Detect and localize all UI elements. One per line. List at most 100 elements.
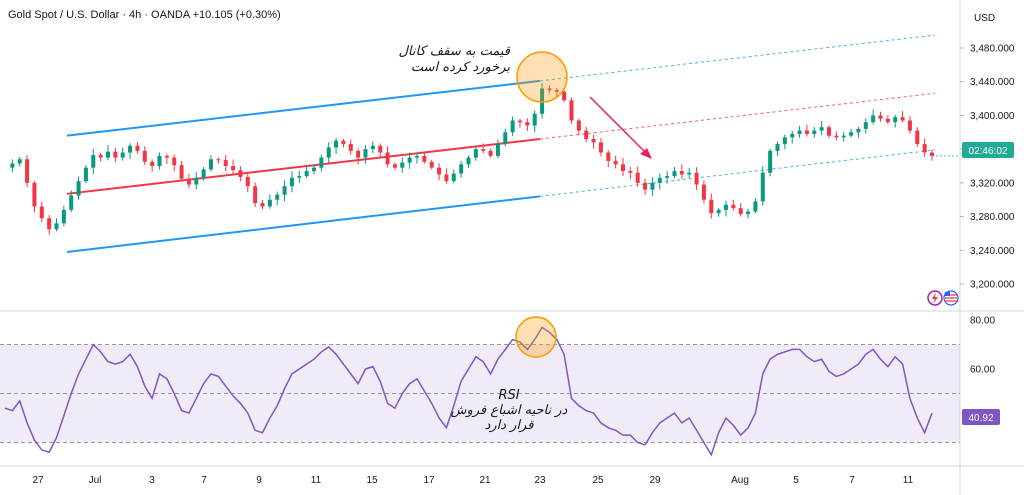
candle-body <box>142 150 147 162</box>
candle-body <box>120 152 125 158</box>
candle-body <box>775 144 780 151</box>
candle-body <box>863 122 868 129</box>
candle-body <box>363 149 368 158</box>
time-tick-label: 25 <box>592 475 604 486</box>
candle-body <box>356 150 361 158</box>
price-tick-label: 3,200.000 <box>970 280 1015 291</box>
candle-body <box>39 206 44 219</box>
candle-body <box>113 151 118 158</box>
candle-body <box>841 135 846 138</box>
candle-body <box>253 186 258 204</box>
candle-body <box>231 166 236 171</box>
candle-body <box>61 209 66 224</box>
candle-body <box>348 144 353 151</box>
candle-body <box>643 182 648 190</box>
candle-body <box>613 160 618 165</box>
candle-body <box>760 172 765 202</box>
candle-body <box>562 91 567 101</box>
candle-body <box>834 135 839 138</box>
candle-body <box>91 155 96 168</box>
candle-body <box>150 161 155 166</box>
price-tick-label: 3,280.000 <box>970 212 1015 223</box>
channel-middle-line-extension <box>539 92 936 140</box>
candle-body <box>459 164 464 174</box>
candle-body <box>17 159 22 164</box>
price-channel <box>66 34 936 253</box>
rsi-value-badge: 40.92 <box>968 413 993 424</box>
candle-body <box>768 150 773 173</box>
candle-body <box>326 147 331 158</box>
time-tick-label: 11 <box>311 475 322 486</box>
candle-body <box>598 142 603 153</box>
candle-body <box>827 127 831 136</box>
candle-body <box>576 120 581 131</box>
price-tick-label: 3,400.000 <box>970 111 1015 122</box>
candle-body <box>540 88 545 114</box>
candle-body <box>319 157 324 168</box>
candle-body <box>679 171 684 175</box>
candle-body <box>731 204 736 209</box>
currency-label: USD <box>974 13 995 24</box>
time-tick-label: Aug <box>731 475 749 486</box>
candle-body <box>179 165 184 179</box>
candle-body <box>172 157 177 166</box>
candle-body <box>415 155 419 158</box>
candle-body <box>209 159 213 170</box>
candle-body <box>297 176 302 178</box>
candle-body <box>216 159 221 161</box>
candle-body <box>930 152 934 156</box>
candle-body <box>289 177 294 187</box>
candle-body <box>400 162 405 168</box>
countdown-badge-bg <box>962 142 1014 158</box>
time-tick-label: 23 <box>534 475 546 486</box>
rsi-annotation-line3: قرار دارد <box>485 418 535 433</box>
candle-body <box>804 130 809 134</box>
candle-body <box>76 181 81 196</box>
candle-body <box>334 140 339 148</box>
candle-body <box>106 151 110 158</box>
candle-body <box>782 137 787 145</box>
rsi-line <box>4 326 933 457</box>
us-flag-icon[interactable] <box>943 290 959 306</box>
rsi-panel <box>0 326 960 457</box>
down-arrow-head <box>640 148 652 159</box>
candle-body <box>812 130 817 134</box>
candle-body <box>83 167 88 182</box>
candle-body <box>907 120 912 131</box>
candle-body <box>893 117 898 123</box>
time-tick-label: 17 <box>423 475 435 486</box>
candle-body <box>422 155 427 162</box>
channel-top-annotation-line1: قیمت به سقف کانال <box>398 44 510 59</box>
time-tick-label: 5 <box>793 475 799 486</box>
candle-body <box>223 160 228 166</box>
time-tick-label: 7 <box>849 475 855 486</box>
candle-body <box>606 152 611 161</box>
time-tick-label: 3 <box>149 475 155 486</box>
time-tick-label: 9 <box>256 475 262 486</box>
lightning-icon[interactable] <box>927 290 943 306</box>
candle-body <box>635 172 640 183</box>
candle-body <box>672 171 677 177</box>
candle-body <box>797 130 802 134</box>
candle-body <box>466 157 471 165</box>
candle-body <box>370 145 375 150</box>
candle-body <box>47 218 52 230</box>
candle-body <box>701 184 706 200</box>
candle-body <box>238 170 243 177</box>
candle-body <box>738 208 743 215</box>
candle-body <box>32 182 37 207</box>
candle-body <box>488 150 493 156</box>
candle-body <box>194 177 199 185</box>
candle-body <box>532 113 537 126</box>
candle-body <box>312 167 316 172</box>
channel-lower-line-extension <box>539 149 936 197</box>
rsi-value-badge-bg <box>962 409 1000 425</box>
price-tick-label: 3,320.000 <box>970 178 1015 189</box>
candle-body <box>54 223 59 230</box>
candle-body <box>650 182 655 190</box>
candle-body <box>547 88 552 91</box>
candle-body <box>304 171 309 177</box>
time-tick-label: 15 <box>366 475 378 486</box>
candlestick-series <box>10 83 934 235</box>
rsi-tick-label: 80.00 <box>970 316 995 327</box>
